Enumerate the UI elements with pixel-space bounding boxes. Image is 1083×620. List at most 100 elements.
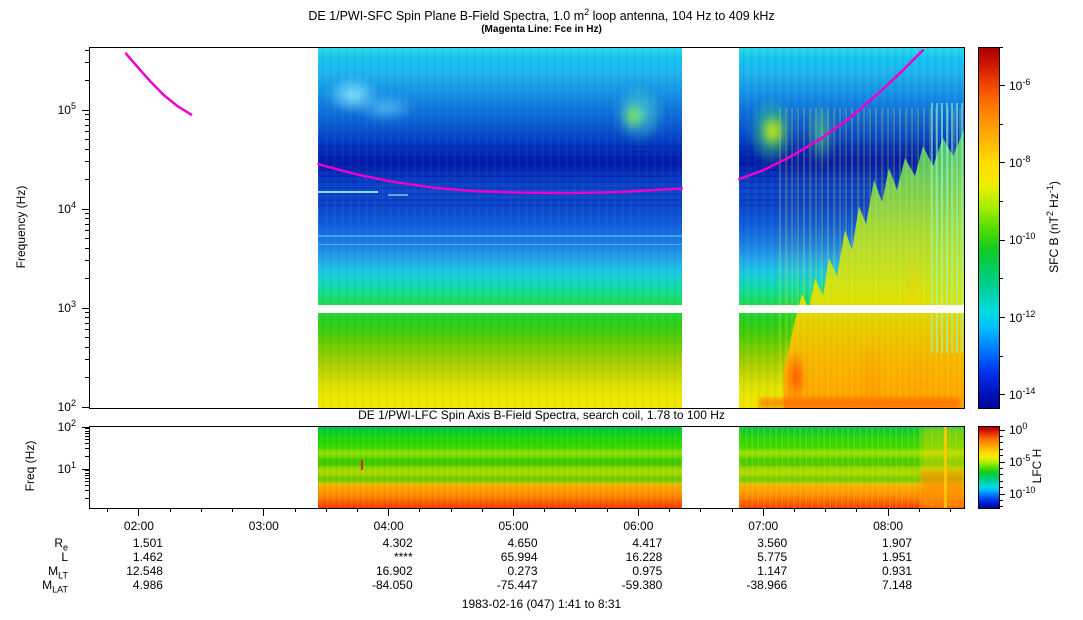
time-major-tick xyxy=(887,508,889,516)
time-axis-ticks xyxy=(89,508,963,524)
freq-tick-label: 105 xyxy=(57,101,76,117)
ephemeris-column: 4.650 65.994 0.273 -75.447 xyxy=(433,536,538,592)
ephemeris-column: 4.417 16.228 0.975 -59.380 xyxy=(557,536,663,592)
cbar-tick xyxy=(999,278,1003,280)
hiss-patch xyxy=(346,88,426,128)
time-minor-tick xyxy=(169,508,171,512)
cbar-tick-label: 10-12 xyxy=(1009,308,1036,325)
cbar-tick-label: 10-6 xyxy=(1009,76,1031,93)
cbar-tick xyxy=(999,123,1003,125)
lfc-colorbar xyxy=(978,426,1000,509)
ephemeris-value: 16.228 xyxy=(625,550,663,564)
freq-major-tick xyxy=(82,426,89,428)
bottom-y-axis-ticks: 101 102 xyxy=(0,418,89,507)
freq-minor-tick xyxy=(85,439,89,441)
freq-minor-tick xyxy=(85,472,89,474)
time-minor-tick xyxy=(793,508,795,512)
freq-minor-tick xyxy=(85,139,89,141)
time-tick-label: 06:00 xyxy=(623,519,654,533)
freq-minor-tick xyxy=(85,260,89,262)
ephemeris-value: 4.417 xyxy=(632,536,663,550)
narrowband-line xyxy=(318,244,682,245)
burst-wash xyxy=(921,471,964,508)
intense-emission-core xyxy=(784,344,808,408)
ephemeris-column: 4.302 **** 16.902 -84.050 xyxy=(308,536,413,592)
narrowband-line xyxy=(318,235,682,237)
time-tick-label: 08:00 xyxy=(873,519,904,533)
time-major-tick xyxy=(138,508,140,516)
time-minor-tick xyxy=(606,508,608,512)
magenta-line-subtitle: (Magenta Line: Fce in Hz) xyxy=(481,24,602,35)
time-tick-label: 05:00 xyxy=(498,519,529,533)
freq-minor-tick xyxy=(85,481,89,483)
cbar-tick xyxy=(999,429,1005,431)
cbar-tick-label: 10-14 xyxy=(1009,385,1036,402)
time-minor-tick xyxy=(544,508,546,512)
time-tick-label: 07:00 xyxy=(748,519,779,533)
cbar-tick xyxy=(999,499,1003,501)
freq-tick-label: 102 xyxy=(57,418,76,434)
page-title: DE 1/PWI-SFC Spin Plane B-Field Spectra,… xyxy=(308,7,775,24)
ephemeris-value: 0.975 xyxy=(632,564,663,578)
freq-minor-tick xyxy=(85,223,89,225)
freq-minor-tick xyxy=(85,430,89,432)
bottom-edge-emission xyxy=(759,398,959,408)
freq-minor-tick xyxy=(85,485,89,487)
freq-major-tick xyxy=(82,109,89,111)
top-y-axis-ticks: 102 103 104 105 xyxy=(0,47,89,414)
freq-major-tick xyxy=(82,468,89,470)
freq-minor-tick xyxy=(85,218,89,220)
freq-minor-tick xyxy=(85,213,89,215)
ephemeris-value: 1.147 xyxy=(757,564,788,578)
cbar-tick xyxy=(999,493,1005,495)
freq-minor-tick xyxy=(85,435,89,437)
freq-minor-tick xyxy=(85,477,89,479)
time-minor-tick xyxy=(419,508,421,512)
freq-minor-tick xyxy=(85,428,89,430)
freq-minor-tick xyxy=(85,470,89,472)
ephemeris-value: 4.986 xyxy=(132,578,163,592)
ephemeris-row-label: Re xyxy=(54,536,68,553)
freq-minor-tick xyxy=(85,346,89,348)
time-major-tick xyxy=(513,508,514,516)
time-minor-tick xyxy=(575,508,577,512)
cbar-tick-label: 10-8 xyxy=(1009,153,1031,170)
sfc-colorbar-title: SFC B (nT2 Hz-1) xyxy=(1045,181,1061,273)
cbar-tick xyxy=(999,442,1003,444)
ephemeris-column: 1.907 1.951 0.931 7.148 xyxy=(807,536,912,592)
ephemeris-value: -84.050 xyxy=(371,578,413,592)
freq-minor-tick xyxy=(85,433,89,434)
time-tick-label: 04:00 xyxy=(373,519,404,533)
freq-minor-tick xyxy=(85,317,89,319)
freq-minor-tick xyxy=(85,124,89,126)
freq-minor-tick xyxy=(85,443,89,445)
freq-minor-tick xyxy=(85,114,89,116)
funnel-emission-shape xyxy=(783,130,964,408)
cbar-tick xyxy=(999,480,1003,482)
time-minor-tick xyxy=(918,508,920,512)
receiver-band-gap xyxy=(90,305,964,313)
time-minor-tick xyxy=(200,508,202,512)
fce-line-segment xyxy=(124,52,193,116)
hiss-patch-core xyxy=(756,108,790,154)
freq-minor-tick xyxy=(85,49,89,51)
freq-minor-tick xyxy=(85,312,89,314)
freq-minor-tick xyxy=(85,178,89,180)
hiss-patch xyxy=(618,96,648,136)
freq-minor-tick xyxy=(85,497,89,499)
lfc-data-segment-2 xyxy=(739,427,964,508)
freq-minor-tick xyxy=(85,329,89,331)
freq-minor-tick xyxy=(85,131,89,133)
time-major-tick xyxy=(762,508,764,516)
freq-minor-tick xyxy=(85,62,89,64)
cbar-tick xyxy=(999,317,1005,319)
freq-minor-tick xyxy=(85,277,89,279)
freq-major-tick xyxy=(82,208,89,210)
time-minor-tick xyxy=(481,508,483,512)
dark-band-texture xyxy=(318,145,682,207)
cbar-tick xyxy=(999,474,1003,476)
cbar-tick xyxy=(999,506,1003,508)
freq-minor-tick xyxy=(85,359,89,361)
cbar-tick-label: 10-10 xyxy=(1009,485,1036,501)
